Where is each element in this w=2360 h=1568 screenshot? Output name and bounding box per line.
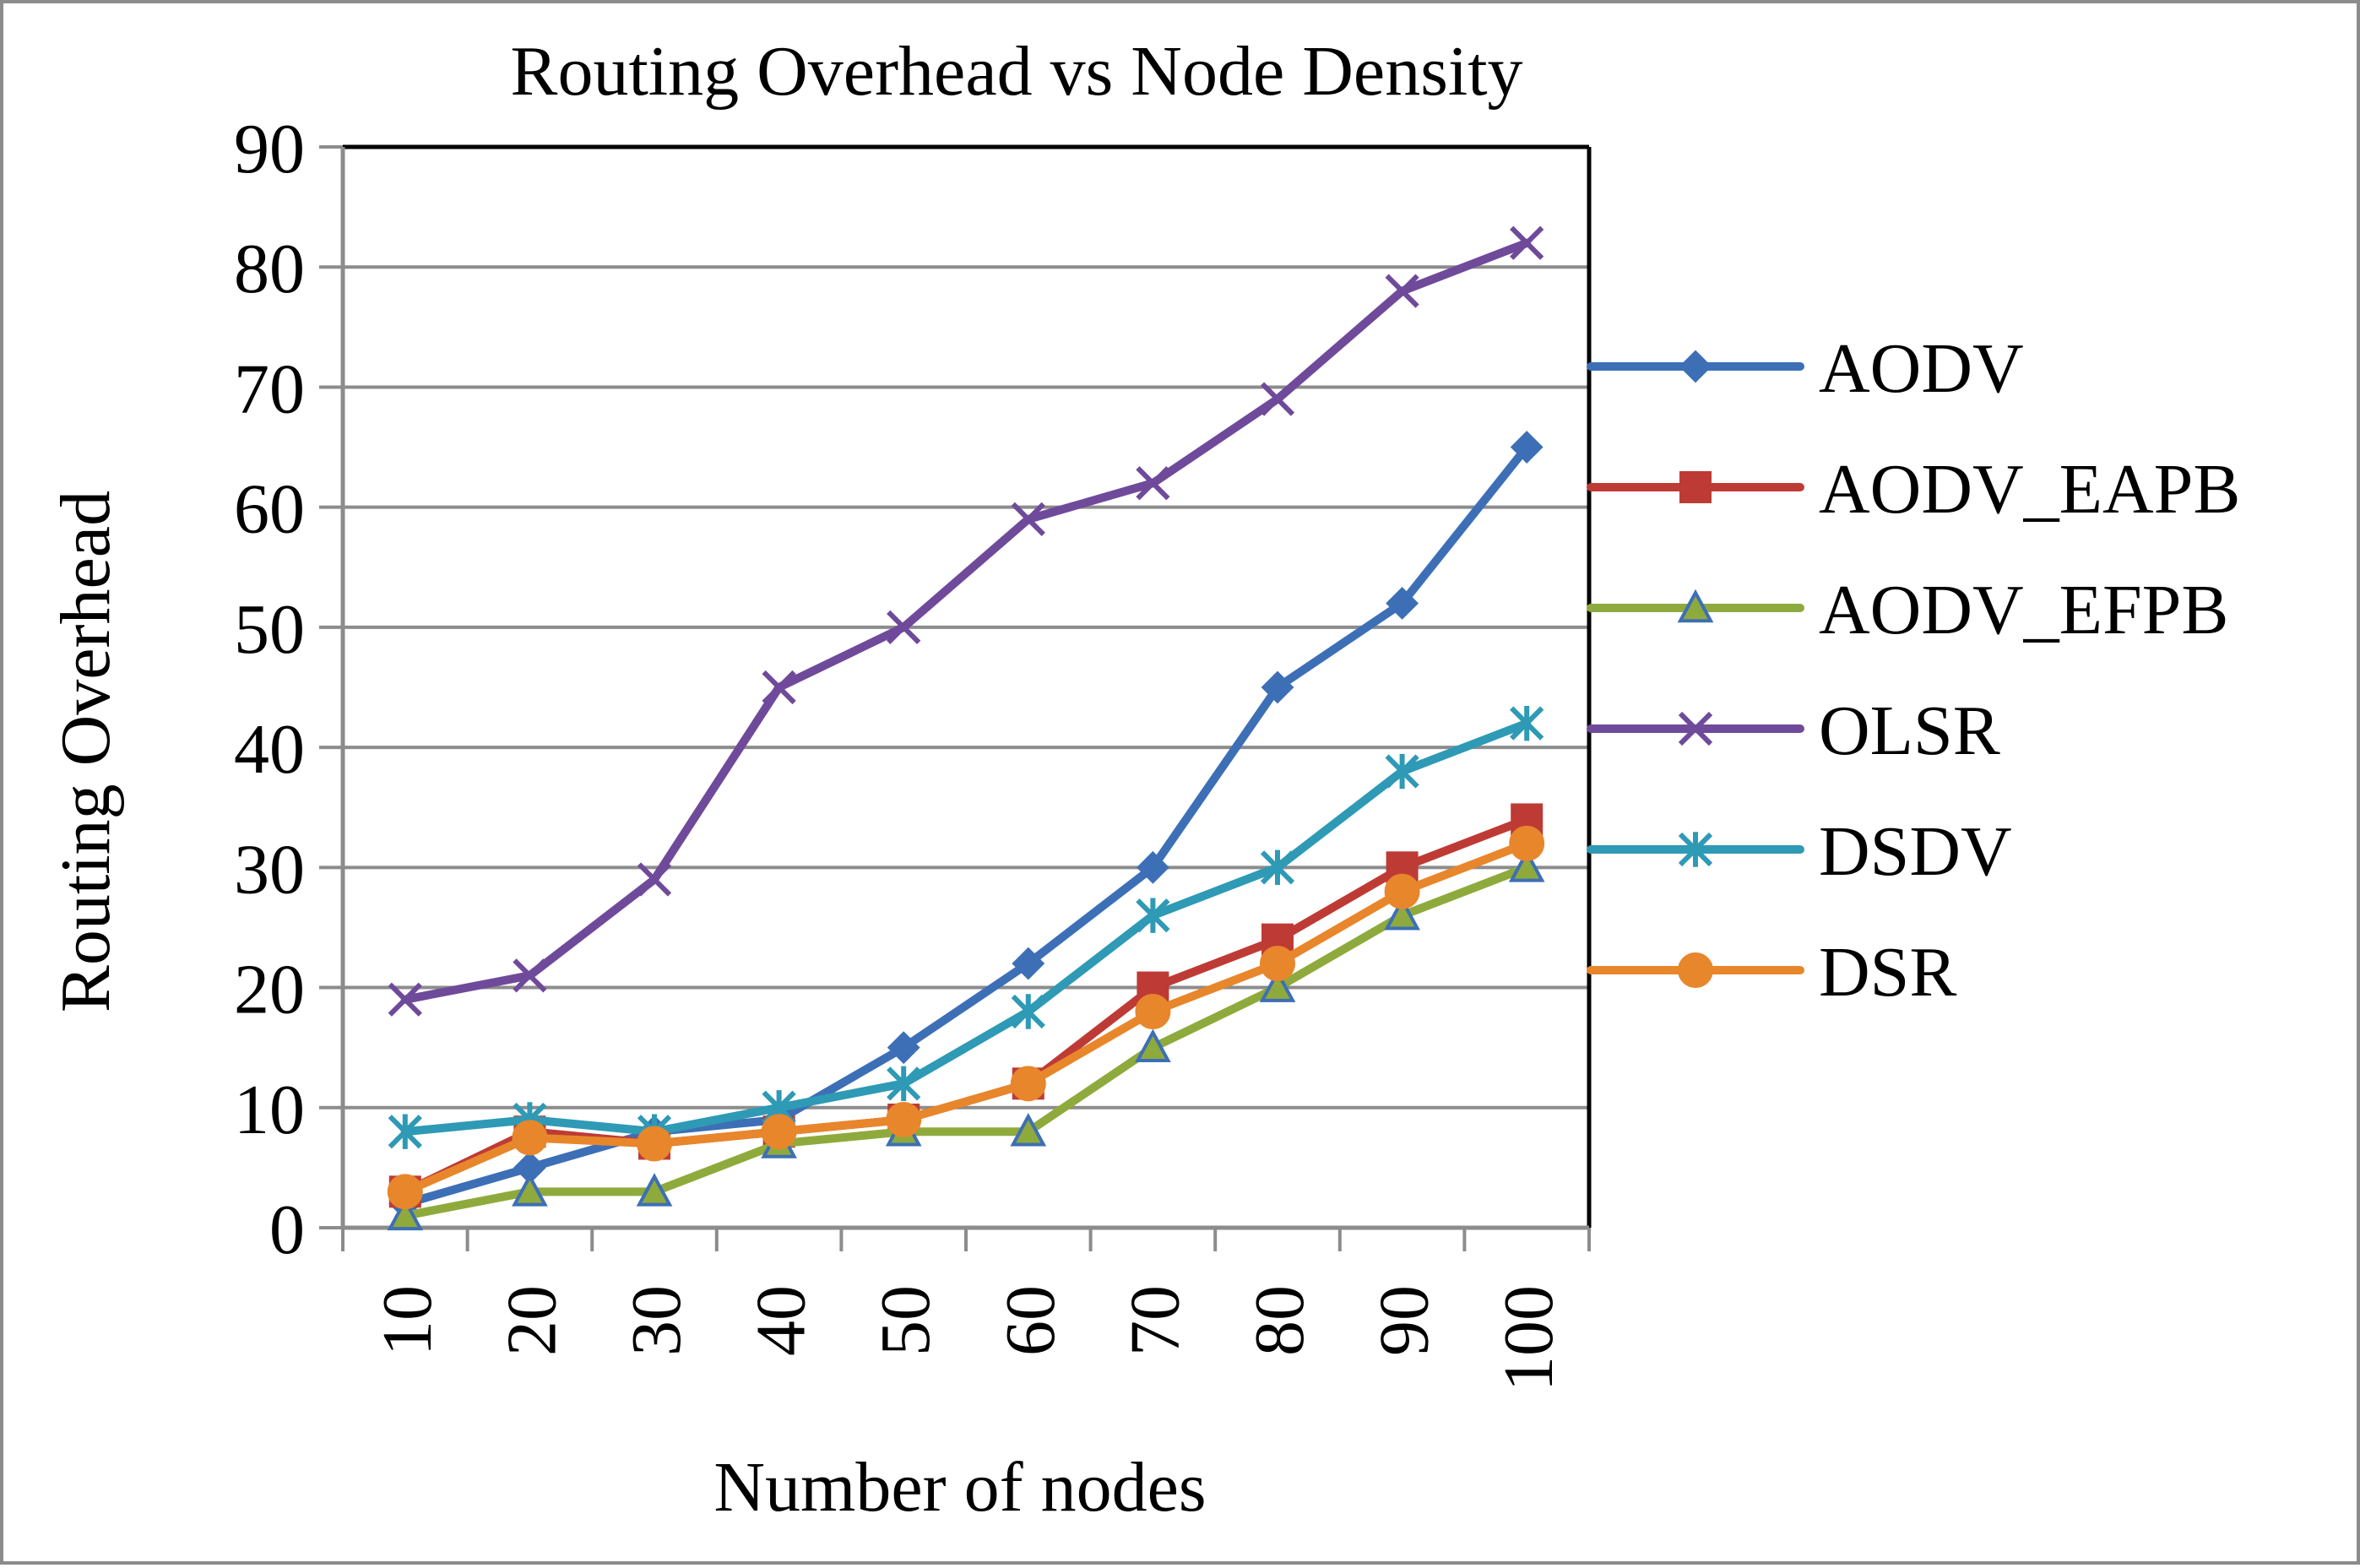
- data-point: [1135, 1028, 1171, 1062]
- legend-label: AODV_EAPB: [1819, 450, 2240, 529]
- series-dsr: [387, 825, 1545, 1210]
- axes: [340, 144, 1592, 1230]
- data-point: [388, 982, 422, 1017]
- data-point: [1136, 898, 1170, 933]
- legend-item: AODV_EFPB: [1587, 571, 2228, 649]
- legend-marker: [1678, 832, 1713, 867]
- data-point: [1510, 705, 1544, 741]
- data-point: [1011, 502, 1045, 537]
- data-point: [1384, 897, 1420, 930]
- data-point: [1260, 382, 1295, 416]
- gridlines: [343, 265, 1589, 1110]
- series-line: [400, 719, 1532, 1137]
- series-layer: [387, 225, 1545, 1231]
- series-olsr: [388, 225, 1544, 1017]
- data-point: [636, 1173, 673, 1207]
- data-point: [762, 670, 796, 705]
- data-point: [513, 958, 547, 993]
- data-point: [1508, 849, 1545, 882]
- y-tick-label: 50: [234, 590, 305, 669]
- x-tick-label: 10: [368, 1285, 447, 1356]
- data-point: [887, 1031, 920, 1065]
- data-point: [1385, 753, 1419, 789]
- y-tick-label: 70: [234, 350, 305, 428]
- data-point: [512, 1120, 548, 1156]
- data-point: [761, 1114, 797, 1150]
- series-aodv-efpb: [387, 849, 1545, 1231]
- x-tick-label: 60: [991, 1285, 1070, 1356]
- data-point: [1261, 670, 1294, 704]
- data-point: [1010, 1113, 1047, 1147]
- y-tick-label: 0: [269, 1191, 305, 1269]
- legend-marker: [1678, 711, 1713, 746]
- data-point: [887, 1066, 921, 1102]
- data-point: [637, 1126, 672, 1162]
- series-line: [400, 838, 1532, 1196]
- data-point: [1386, 587, 1419, 620]
- y-axis-ticks: 0 10 20 30 40 50 60 70 80 90: [234, 110, 343, 1269]
- series-line: [400, 863, 1532, 1220]
- legend-label: OLSR: [1819, 692, 2000, 770]
- data-point: [1510, 431, 1543, 464]
- legend-label: DSDV: [1819, 812, 2012, 891]
- series-dsdv: [388, 705, 1544, 1149]
- x-tick-label: 40: [742, 1285, 821, 1356]
- data-point: [1012, 947, 1045, 980]
- legend-item: DSR: [1587, 933, 1956, 1012]
- data-point: [1260, 946, 1295, 982]
- data-point: [887, 610, 921, 645]
- y-tick-label: 30: [234, 830, 305, 909]
- x-tick-label: 20: [492, 1285, 571, 1356]
- y-axis-label: Routing Overhead: [46, 491, 125, 1012]
- y-tick-label: 60: [234, 470, 305, 549]
- data-point: [1010, 1066, 1046, 1102]
- data-point: [1136, 850, 1169, 884]
- data-point: [1384, 873, 1420, 909]
- legend-marker: [1679, 350, 1712, 383]
- legend-item: AODV_EAPB: [1587, 450, 2240, 529]
- legend-item: AODV: [1587, 329, 2024, 408]
- data-point: [1136, 466, 1170, 501]
- x-tick-label: 90: [1365, 1285, 1444, 1356]
- routing-overhead-chart: Routing Overhead vs Node Density Number …: [46, 32, 2240, 1527]
- x-tick-label: 70: [1115, 1285, 1194, 1356]
- data-point: [387, 1196, 424, 1231]
- data-point: [1385, 274, 1419, 308]
- data-point: [886, 1102, 922, 1137]
- series-line: [400, 442, 1532, 1208]
- data-point: [1260, 849, 1295, 886]
- x-axis-label: Number of nodes: [713, 1448, 1206, 1527]
- legend: AODV AODV_EAPB AODV_EFPB OLSR DSDV DSR: [1587, 329, 2240, 1012]
- x-tick-label: 30: [617, 1285, 696, 1356]
- data-point: [637, 862, 672, 897]
- legend-item: OLSR: [1587, 692, 2000, 770]
- x-tick-label: 100: [1489, 1285, 1568, 1392]
- data-point: [1509, 825, 1545, 861]
- data-point: [1135, 994, 1171, 1029]
- y-tick-label: 80: [234, 230, 305, 308]
- data-point: [1011, 994, 1045, 1029]
- chart-title: Routing Overhead vs Node Density: [510, 32, 1522, 111]
- y-tick-label: 40: [234, 710, 305, 789]
- legend-marker: [1678, 952, 1713, 988]
- legend-label: AODV: [1819, 329, 2024, 408]
- legend-marker: [1677, 589, 1714, 623]
- y-tick-label: 10: [234, 1071, 305, 1149]
- legend-label: AODV_EFPB: [1819, 571, 2228, 649]
- data-point: [1259, 968, 1296, 1002]
- x-tick-label: 50: [866, 1285, 945, 1356]
- legend-label: DSR: [1819, 933, 1956, 1012]
- series-line: [400, 238, 1532, 1004]
- x-axis-ticks: 10 20 30 40 50 60 70 80 90 100: [341, 1228, 1591, 1392]
- legend-marker: [1679, 471, 1712, 503]
- data-point: [387, 1174, 423, 1210]
- x-tick-label: 80: [1240, 1285, 1319, 1356]
- y-tick-label: 90: [234, 110, 305, 188]
- y-tick-label: 20: [234, 951, 305, 1029]
- legend-item: DSDV: [1587, 812, 2012, 891]
- data-point: [388, 1114, 422, 1149]
- data-point: [512, 1173, 548, 1207]
- data-point: [1510, 225, 1544, 260]
